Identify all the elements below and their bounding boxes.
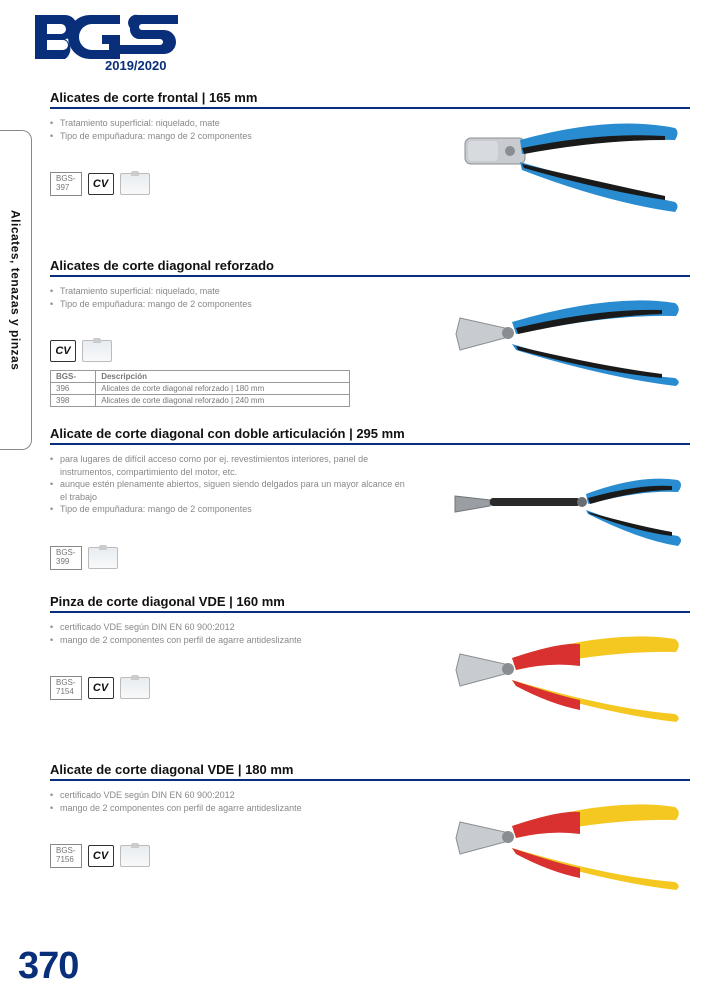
table-header: BGS- bbox=[51, 371, 96, 383]
product-title: Pinza de corte diagonal VDE | 160 mm bbox=[50, 594, 690, 613]
brand-logo: 2019/2020 bbox=[30, 10, 190, 80]
table-cell: 396 bbox=[51, 383, 96, 395]
bullet-item: para lugares de difícil acceso como por … bbox=[50, 453, 410, 478]
pack-badge-icon bbox=[120, 173, 150, 195]
product-code-box: BGS-397 bbox=[50, 172, 82, 196]
category-side-tab: Alicates, tenazas y pinzas bbox=[0, 130, 32, 450]
product-bullets: para lugares de difícil acceso como por … bbox=[50, 453, 410, 516]
bullet-item: Tratamiento superficial: niquelado, mate bbox=[50, 117, 410, 130]
bullet-item: mango de 2 componentes con perfil de aga… bbox=[50, 634, 410, 647]
product-title: Alicate de corte diagonal VDE | 180 mm bbox=[50, 762, 690, 781]
cv-badge-icon: CV bbox=[88, 845, 114, 867]
product-section: Pinza de corte diagonal VDE | 160 mm cert… bbox=[50, 594, 690, 744]
product-section: Alicate de corte diagonal VDE | 180 mm ce… bbox=[50, 762, 690, 912]
product-bullets: certificado VDE según DIN EN 60 900:2012… bbox=[50, 621, 410, 646]
product-section: Alicates de corte diagonal reforzado Trat… bbox=[50, 258, 690, 408]
bullet-item: Tipo de empuñadura: mango de 2 component… bbox=[50, 503, 410, 516]
product-image bbox=[450, 614, 690, 724]
product-image bbox=[450, 782, 690, 892]
bullet-item: certificado VDE según DIN EN 60 900:2012 bbox=[50, 621, 410, 634]
bullet-item: certificado VDE según DIN EN 60 900:2012 bbox=[50, 789, 410, 802]
table-row: 398Alicates de corte diagonal reforzado … bbox=[51, 395, 350, 407]
bullet-item: Tipo de empuñadura: mango de 2 component… bbox=[50, 130, 410, 143]
cv-badge-icon: CV bbox=[50, 340, 76, 362]
variant-table: BGS-Descripción396Alicates de corte diag… bbox=[50, 370, 350, 407]
product-bullets: Tratamiento superficial: niquelado, mate… bbox=[50, 285, 410, 310]
product-image bbox=[450, 446, 690, 556]
cv-badge-icon: CV bbox=[88, 677, 114, 699]
bullet-item: Tipo de empuñadura: mango de 2 component… bbox=[50, 298, 410, 311]
product-code-box: BGS-7156 bbox=[50, 844, 82, 868]
cv-badge-icon: CV bbox=[88, 173, 114, 195]
product-section: Alicate de corte diagonal con doble arti… bbox=[50, 426, 690, 576]
catalog-year: 2019/2020 bbox=[105, 58, 166, 73]
bullet-item: Tratamiento superficial: niquelado, mate bbox=[50, 285, 410, 298]
table-cell: Alicates de corte diagonal reforzado | 2… bbox=[96, 395, 350, 407]
table-header: Descripción bbox=[96, 371, 350, 383]
pack-badge-icon bbox=[88, 547, 118, 569]
pack-badge-icon bbox=[120, 677, 150, 699]
pack-badge-icon bbox=[82, 340, 112, 362]
table-cell: Alicates de corte diagonal reforzado | 1… bbox=[96, 383, 350, 395]
product-code-box: BGS-399 bbox=[50, 546, 82, 570]
product-section: Alicates de corte frontal | 165 mm Tratam… bbox=[50, 90, 690, 240]
pack-badge-icon bbox=[120, 845, 150, 867]
product-title: Alicates de corte diagonal reforzado bbox=[50, 258, 690, 277]
product-bullets: certificado VDE según DIN EN 60 900:2012… bbox=[50, 789, 410, 814]
category-label: Alicates, tenazas y pinzas bbox=[9, 210, 23, 370]
product-image bbox=[450, 110, 690, 220]
product-title: Alicate de corte diagonal con doble arti… bbox=[50, 426, 690, 445]
table-row: 396Alicates de corte diagonal reforzado … bbox=[51, 383, 350, 395]
product-code-box: BGS-7154 bbox=[50, 676, 82, 700]
table-cell: 398 bbox=[51, 395, 96, 407]
bullet-item: aunque estén plenamente abiertos, siguen… bbox=[50, 478, 410, 503]
product-bullets: Tratamiento superficial: niquelado, mate… bbox=[50, 117, 410, 142]
bullet-item: mango de 2 componentes con perfil de aga… bbox=[50, 802, 410, 815]
product-image bbox=[450, 278, 690, 388]
page-number: 370 bbox=[18, 945, 78, 988]
product-title: Alicates de corte frontal | 165 mm bbox=[50, 90, 690, 109]
